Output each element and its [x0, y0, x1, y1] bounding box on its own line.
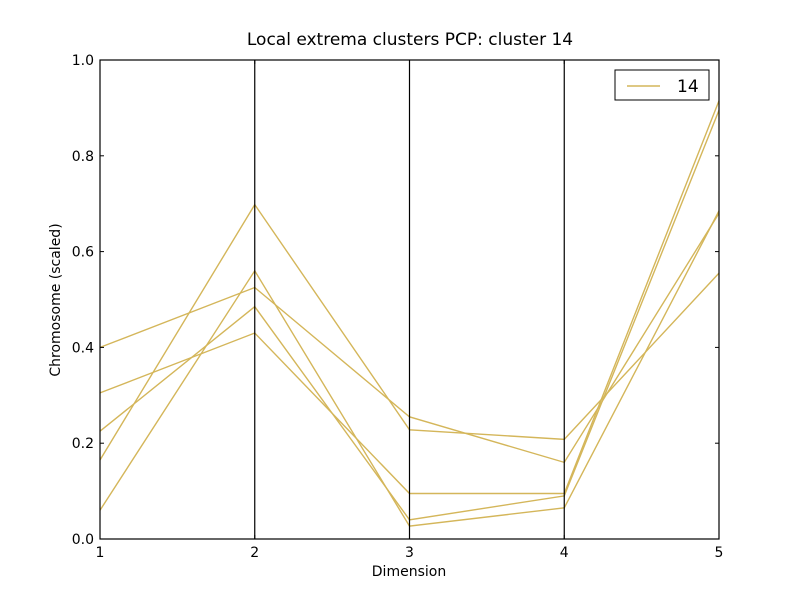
x-tick-label: 5 [715, 545, 724, 561]
y-tick-label: 0.0 [72, 532, 94, 548]
x-axis-label: Dimension [372, 564, 446, 580]
legend-box [614, 69, 710, 101]
legend: 14 [614, 69, 710, 101]
y-axis-label: Chromosome (scaled) [48, 223, 64, 376]
y-tick-label: 0.8 [72, 149, 94, 165]
x-tick-label: 2 [250, 545, 259, 561]
chart-title: Local extrema clusters PCP: cluster 14 [247, 30, 573, 50]
x-tick-label: 1 [96, 545, 105, 561]
y-tick-label: 1.0 [72, 53, 94, 69]
y-tick-label: 0.2 [72, 436, 94, 452]
plot-layer: 1 2 3 4 5 0.0 0.2 0.4 0.6 0.8 1.0 14 [72, 53, 724, 561]
x-tick-label: 3 [405, 545, 414, 561]
x-tick-label: 4 [560, 545, 569, 561]
y-tick-label: 0.4 [72, 340, 94, 356]
legend-label: 14 [677, 77, 699, 97]
y-tick-label: 0.6 [72, 245, 94, 261]
